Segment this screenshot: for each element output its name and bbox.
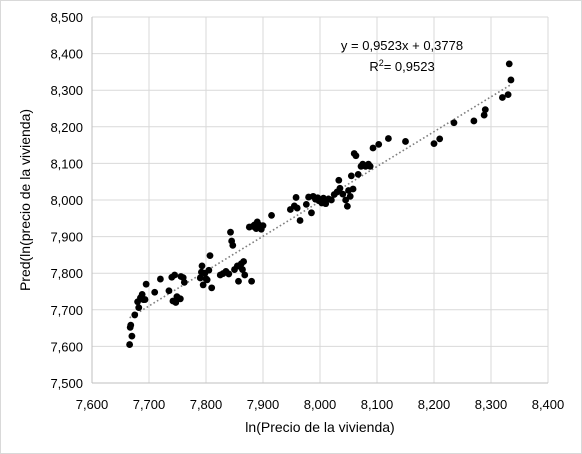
data-point	[499, 94, 506, 101]
y-axis-title: Pred(ln(precio de la vivienda)	[17, 109, 33, 291]
data-point	[151, 288, 159, 296]
data-point	[240, 258, 248, 265]
data-point	[241, 271, 249, 279]
x-tick-label: 8,200	[418, 397, 451, 412]
y-tick-label: 8,000	[50, 193, 83, 208]
x-tick-label: 7,700	[133, 397, 166, 412]
data-point	[199, 281, 207, 289]
r-squared-label: R2= 0,9523	[369, 58, 434, 74]
x-axis-title: ln(Precio de la vivienda)	[245, 419, 394, 435]
data-point	[235, 277, 242, 285]
data-point	[259, 222, 267, 230]
data-point	[369, 144, 377, 152]
data-point	[135, 304, 143, 312]
x-tick-label: 8,000	[304, 397, 337, 412]
data-point	[328, 196, 335, 204]
y-tick-label: 7,800	[50, 266, 83, 281]
data-point	[208, 284, 216, 292]
data-point	[481, 106, 489, 113]
data-point	[248, 277, 256, 285]
data-point	[480, 111, 488, 119]
y-tick-label: 8,500	[50, 10, 83, 25]
data-point	[225, 270, 233, 278]
data-point	[349, 185, 357, 193]
data-point	[128, 332, 136, 340]
x-tick-label: 8,400	[532, 397, 565, 412]
data-point	[402, 138, 409, 145]
x-tick-label: 7,800	[190, 397, 223, 412]
data-point	[142, 280, 150, 288]
data-point	[375, 140, 383, 148]
data-point	[346, 192, 354, 200]
data-point	[268, 211, 275, 219]
data-point	[505, 60, 513, 68]
y-tick-label: 7,900	[50, 230, 83, 245]
data-points	[126, 60, 515, 348]
x-tick-label: 7,600	[76, 397, 109, 412]
data-point	[470, 117, 478, 125]
y-tick-label: 8,200	[50, 120, 83, 135]
data-point	[180, 278, 188, 286]
data-point	[385, 135, 392, 142]
data-point	[366, 162, 374, 170]
tick-labels: 7,600 7,700 7,800 7,900 8,000 8,100 8,200 8,300…	[50, 10, 564, 412]
trendline-line	[129, 83, 512, 319]
data-point	[171, 271, 179, 279]
data-point	[308, 209, 315, 217]
data-point	[229, 241, 237, 249]
data-point	[126, 341, 134, 348]
data-point	[227, 228, 234, 236]
data-point	[203, 276, 211, 284]
trendline	[129, 83, 512, 319]
axes	[91, 17, 548, 384]
data-point	[176, 295, 184, 303]
data-point	[507, 76, 515, 84]
data-point	[320, 194, 327, 202]
y-tick-label: 7,700	[50, 303, 83, 318]
y-tick-label: 8,300	[50, 83, 83, 98]
data-point	[347, 172, 355, 180]
y-tick-label: 8,400	[50, 47, 83, 62]
x-tick-label: 8,300	[475, 397, 508, 412]
data-point	[336, 184, 344, 192]
data-point	[131, 311, 139, 319]
y-tick-label: 7,600	[50, 339, 83, 354]
data-point	[205, 266, 213, 274]
y-tick-label: 7,500	[50, 376, 83, 391]
data-point	[157, 275, 164, 283]
data-point	[127, 321, 135, 329]
data-point	[335, 176, 343, 184]
data-point	[239, 266, 246, 273]
data-point	[292, 194, 300, 201]
data-point	[198, 262, 206, 270]
data-point	[339, 190, 347, 198]
r-squared-value: = 0,9523	[384, 59, 435, 74]
data-point	[354, 170, 362, 178]
data-point	[138, 291, 146, 298]
data-point	[342, 196, 350, 204]
y-tick-label: 8,100	[50, 156, 83, 171]
data-point	[296, 217, 304, 224]
data-point	[196, 274, 204, 282]
x-tick-label: 7,900	[247, 397, 280, 412]
x-tick-label: 8,100	[361, 397, 394, 412]
data-point	[206, 252, 214, 260]
data-point	[430, 140, 438, 148]
data-point	[165, 287, 173, 295]
trendline-equation: y = 0,9523x + 0,3778	[341, 38, 463, 53]
data-point	[352, 152, 360, 160]
data-point	[302, 200, 310, 208]
gridlines	[92, 16, 549, 383]
data-point	[293, 204, 301, 212]
data-point	[450, 119, 458, 127]
data-point	[343, 202, 351, 210]
data-point	[436, 135, 444, 143]
data-point	[504, 91, 512, 98]
data-point	[141, 296, 149, 303]
